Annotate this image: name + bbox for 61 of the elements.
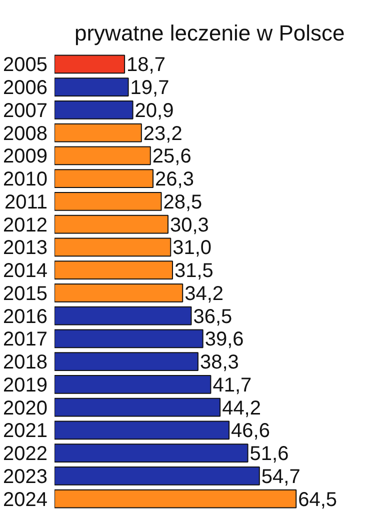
data-label: 31,5 (174, 260, 214, 282)
y-tick-label: 2014 (3, 260, 48, 282)
bar (54, 420, 230, 440)
bar (54, 54, 126, 74)
y-tick-label: 2022 (3, 443, 48, 466)
data-label: 46,6 (231, 420, 270, 442)
chart-title: prywatne leczenie w Polsce (74, 20, 345, 46)
bar (54, 375, 212, 394)
data-label: 36,5 (193, 306, 232, 328)
bar (54, 444, 248, 462)
y-tick-label: 2016 (3, 306, 48, 328)
bar (54, 78, 129, 97)
data-label: 38,3 (200, 352, 239, 374)
bar (54, 489, 297, 508)
y-tick-label: 2013 (3, 237, 48, 260)
y-tick-label: 2018 (3, 352, 48, 374)
y-tick-label: 2007 (3, 100, 48, 122)
bar (54, 238, 172, 257)
y-tick-label: 2008 (3, 122, 48, 145)
y-tick-label: 2017 (3, 328, 48, 351)
data-label: 28,5 (163, 191, 202, 214)
data-label: 18,7 (126, 54, 166, 76)
bar (54, 100, 134, 120)
bar (54, 192, 162, 211)
bar (54, 306, 192, 326)
bar (54, 260, 173, 280)
bar (54, 123, 142, 142)
data-label: 39,6 (204, 328, 244, 351)
bar (54, 329, 204, 348)
y-tick-label: 2021 (3, 420, 48, 442)
y-tick-label: 2020 (3, 397, 48, 420)
y-tick-label: 2019 (3, 374, 48, 396)
data-label: 20,9 (134, 100, 174, 122)
bar (54, 169, 154, 188)
data-label: 54,7 (261, 466, 300, 488)
data-label: 64,5 (298, 488, 338, 511)
bar (54, 466, 260, 486)
data-label: 19,7 (130, 77, 170, 100)
y-tick-label: 2024 (3, 488, 48, 511)
y-tick-label: 2005 (3, 54, 48, 76)
data-label: 23,2 (143, 122, 182, 145)
y-tick-label: 2012 (3, 214, 48, 236)
data-label: 26,3 (155, 168, 194, 191)
y-tick-label: 2009 (3, 146, 48, 168)
y-tick-label: 2010 (3, 168, 48, 191)
bar (54, 214, 168, 234)
data-label: 30,3 (170, 214, 209, 236)
y-tick-label: 2015 (3, 282, 48, 305)
bar (54, 352, 198, 371)
data-label: 25,6 (152, 146, 192, 168)
bar (54, 398, 221, 417)
data-label: 31,0 (172, 237, 212, 260)
y-tick-label: 2023 (3, 466, 48, 488)
bar (54, 284, 184, 302)
y-tick-label: 2006 (3, 77, 48, 100)
y-tick-label: 2011 (4, 191, 48, 214)
data-label: 34,2 (184, 282, 224, 305)
data-label: 51,6 (250, 443, 289, 466)
data-label: 44,2 (222, 397, 262, 420)
bar (54, 146, 151, 166)
data-label: 41,7 (212, 374, 252, 396)
